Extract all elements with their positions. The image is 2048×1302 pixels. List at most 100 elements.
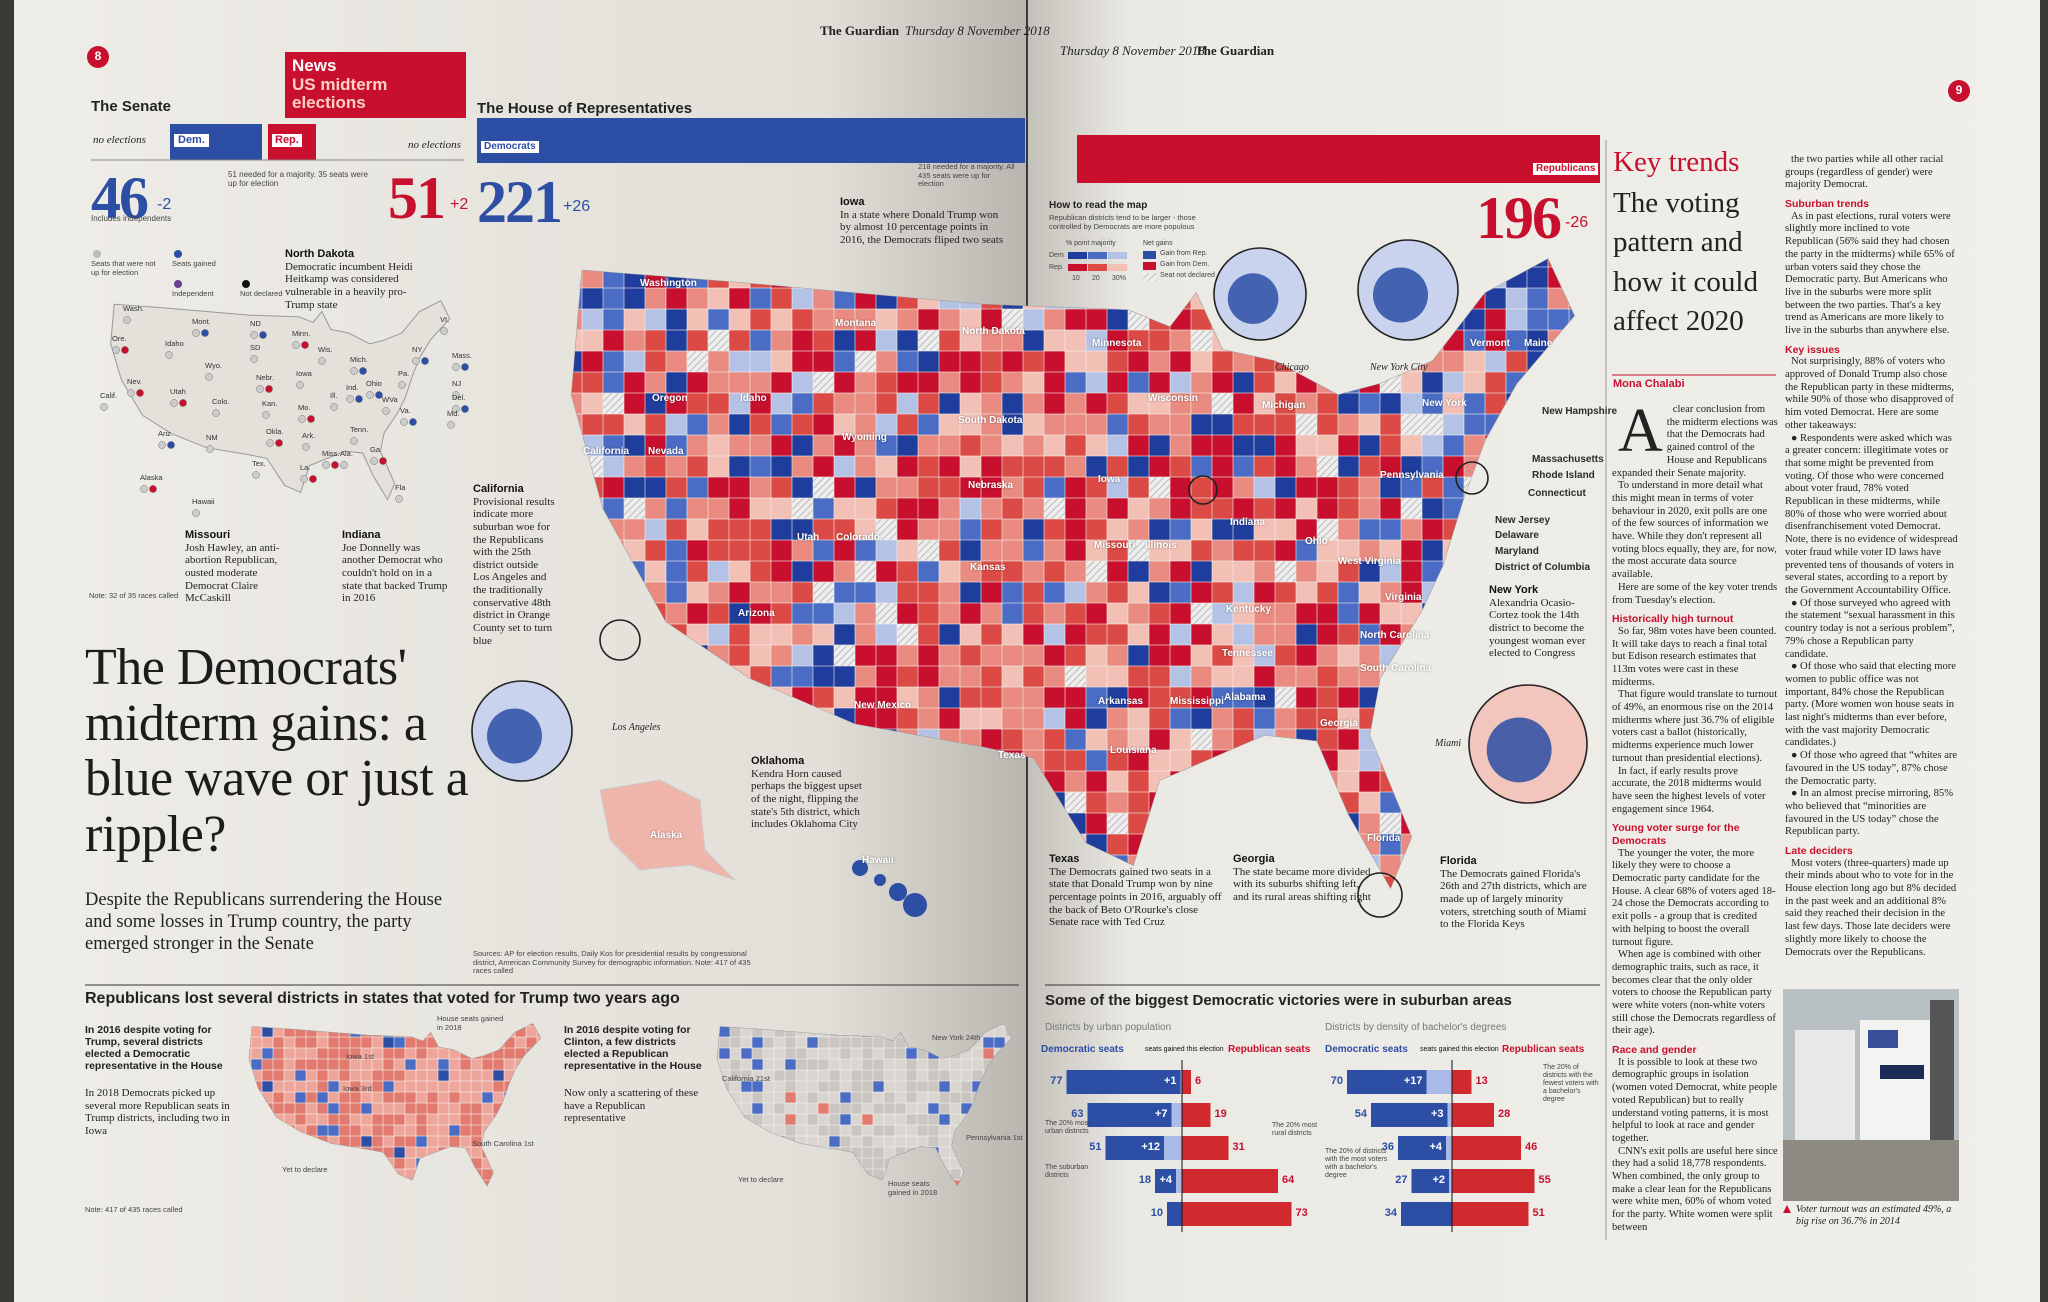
district: [481, 1091, 494, 1104]
district: [360, 1113, 373, 1126]
district: [1106, 434, 1129, 457]
district: [1022, 518, 1045, 541]
district: [875, 371, 898, 394]
district: [1337, 497, 1360, 520]
district: [1316, 476, 1339, 499]
district: [294, 1058, 307, 1071]
district: [828, 1047, 841, 1060]
state-abbrev: Okla.: [266, 427, 284, 436]
district: [1400, 518, 1423, 541]
district: [1064, 497, 1087, 520]
district: [872, 1113, 885, 1126]
district: [817, 1124, 830, 1137]
state-abbrev: Alaska: [140, 473, 163, 482]
district: [770, 392, 793, 415]
paragraph: It is possible to look at these two demo…: [1612, 1056, 1778, 1144]
district: [770, 434, 793, 457]
district: [1169, 581, 1192, 604]
inset-core: [1373, 267, 1428, 323]
district: [1274, 476, 1297, 499]
paragraph: As in past elections, rural voters were …: [1785, 210, 1955, 337]
district: [1379, 392, 1402, 415]
district: [938, 392, 961, 415]
state-label: Idaho: [740, 393, 767, 404]
legend-label: Seats that were not up for election: [91, 259, 156, 277]
map-label: Yet to declare: [738, 1175, 784, 1184]
state-label: Nebraska: [968, 480, 1014, 491]
district: [917, 644, 940, 667]
district: [1169, 707, 1192, 730]
district: [791, 581, 814, 604]
state-label: Missouri: [1094, 540, 1136, 551]
rep-bar: [1182, 1202, 1292, 1226]
district: [1421, 518, 1444, 541]
senate-seat: [149, 485, 157, 493]
state-abbrev: Iowa: [296, 369, 312, 378]
district: [938, 308, 961, 331]
district: [1064, 455, 1087, 478]
district: [1001, 455, 1024, 478]
district: [1001, 602, 1024, 625]
district: [261, 1069, 274, 1082]
district: [261, 1080, 274, 1093]
district: [250, 1058, 263, 1071]
section-box: [285, 52, 466, 118]
district: [1106, 581, 1129, 604]
rep-bar: [1452, 1070, 1472, 1094]
district: [817, 1058, 830, 1071]
senate-seat: [256, 385, 264, 393]
district: [1043, 728, 1066, 751]
district: [854, 329, 877, 352]
senate-seat: [100, 403, 108, 411]
key-note: Republican districts tend to be larger -…: [1049, 213, 1196, 231]
district: [927, 1135, 940, 1148]
district: [1043, 644, 1066, 667]
district: [1064, 539, 1087, 562]
district: [850, 1091, 863, 1104]
district: [728, 539, 751, 562]
state-abbrev: Ore.: [112, 334, 127, 343]
district: [749, 539, 772, 562]
district: [404, 1135, 417, 1148]
district: [1043, 497, 1066, 520]
district: [728, 350, 751, 373]
district: [371, 1091, 384, 1104]
state-label: Hawaii: [862, 855, 894, 866]
district: [581, 413, 604, 436]
district: [749, 413, 772, 436]
district: [875, 497, 898, 520]
district: [896, 434, 919, 457]
rep-value: 46: [1525, 1141, 1538, 1153]
district: [833, 371, 856, 394]
district: [1022, 707, 1045, 730]
district: [1001, 707, 1024, 730]
district: [1148, 350, 1171, 373]
district: [1085, 308, 1108, 331]
district: [349, 1102, 362, 1115]
district: [905, 1058, 918, 1071]
state-label: New Mexico: [854, 700, 912, 711]
district: [1379, 497, 1402, 520]
chart-title: Some of the biggest Democratic victories…: [1045, 992, 1512, 1009]
district: [1253, 455, 1276, 478]
district: [927, 1113, 940, 1126]
state-label: Michigan: [1262, 400, 1306, 411]
state-label: South Carolina: [1360, 663, 1432, 674]
district: [773, 1036, 786, 1049]
district: [1064, 665, 1087, 688]
district: [481, 1179, 494, 1186]
district: [1295, 602, 1318, 625]
district: [644, 455, 667, 478]
district: [1211, 707, 1234, 730]
district: [861, 1069, 874, 1082]
district: [791, 413, 814, 436]
district: [316, 1124, 329, 1137]
rep-value: 28: [1498, 1108, 1511, 1120]
district: [623, 476, 646, 499]
district: [718, 1025, 731, 1038]
district: [1295, 497, 1318, 520]
district: [833, 602, 856, 625]
district: [283, 1080, 296, 1093]
district: [459, 1091, 472, 1104]
district: [1274, 644, 1297, 667]
